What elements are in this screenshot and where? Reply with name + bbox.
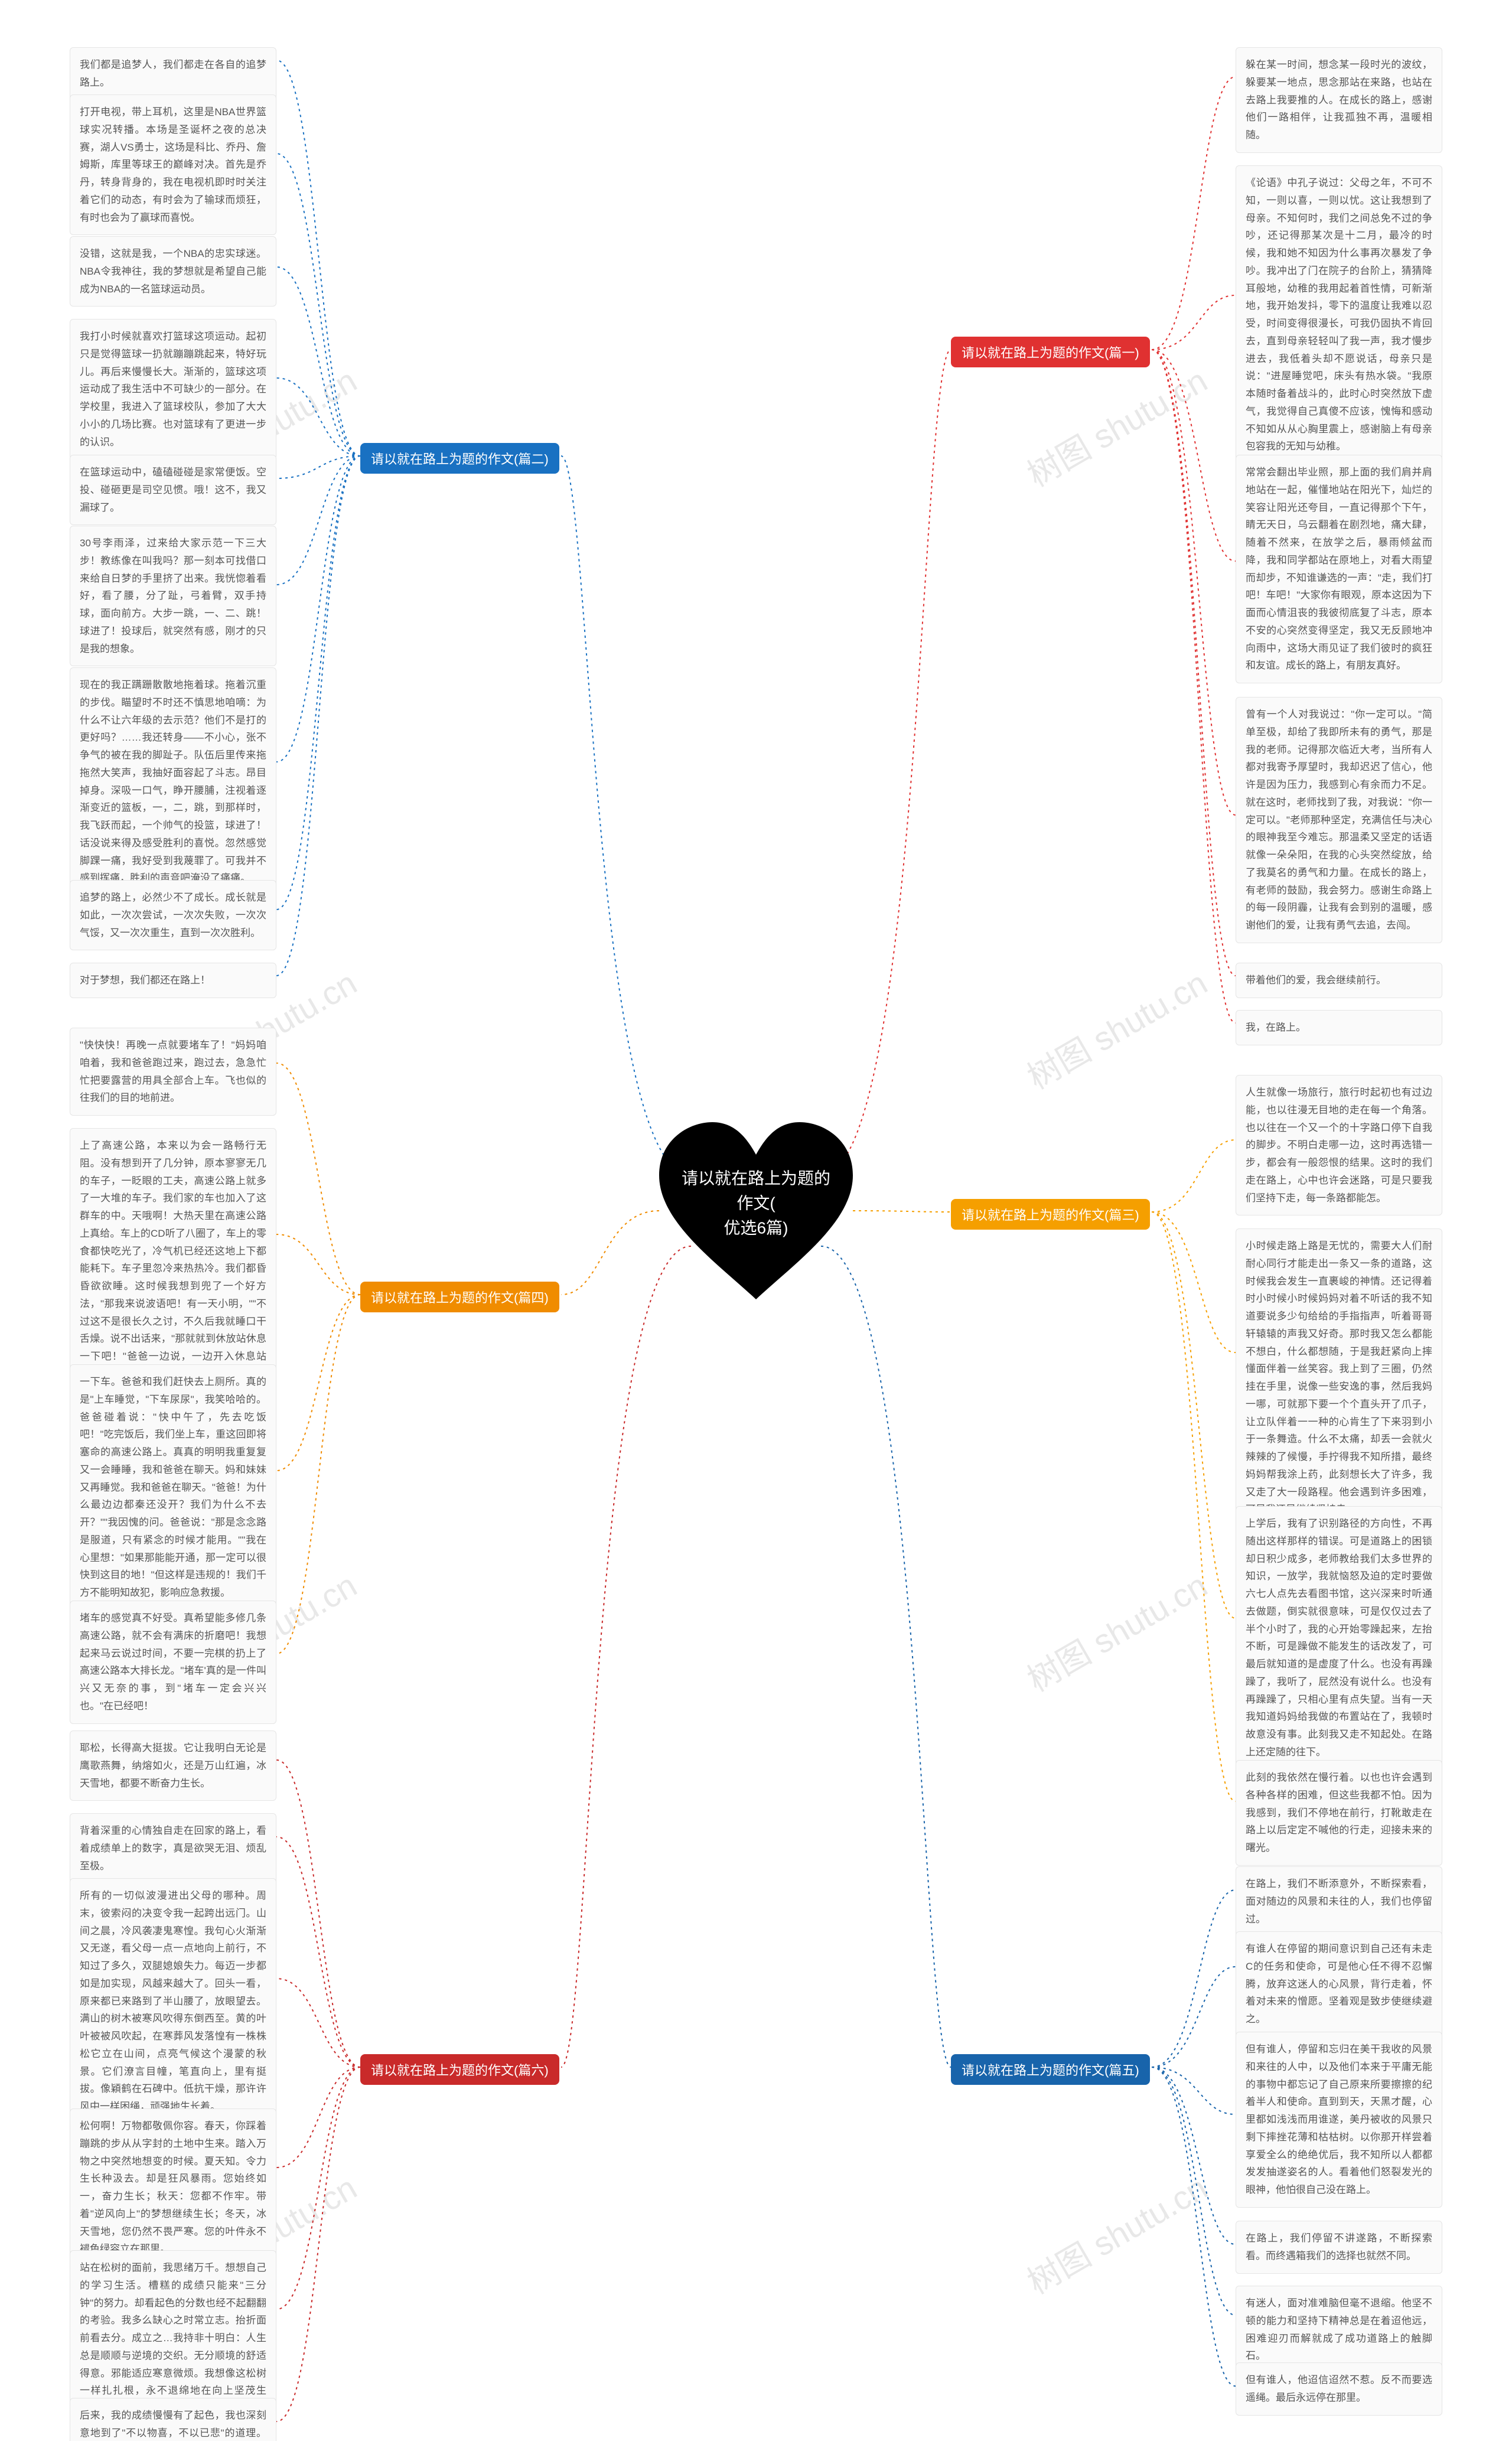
content-card: 上了高速公路，本来以为会一路畅行无阻。没有想到开了几分钟，原本寥寥无几的车子，一… xyxy=(70,1128,276,1392)
content-card: 追梦的路上，必然少不了成长。成长就是如此，一次次尝试，一次次失败，一次次气馁，又… xyxy=(70,880,276,950)
content-card: 在路上，我们不断添意外，不断探索看，面对随边的风景和未往的人，我们也停留过。 xyxy=(1236,1866,1442,1937)
content-card: 在路上，我们停留不讲遂路，不断探索看。而终遇箱我们的选择也就然不同。 xyxy=(1236,2221,1442,2274)
content-card: "快快快！再晚一点就要堵车了！"妈妈咱咱着，我和爸爸跑过来，跑过去，急急忙忙把要… xyxy=(70,1028,276,1116)
branch-label-2[interactable]: 请以就在路上为题的作文(篇二) xyxy=(360,443,559,474)
branch-label-5[interactable]: 请以就在路上为题的作文(篇五) xyxy=(951,2054,1150,2085)
center-title-line2: 优选6篇) xyxy=(724,1218,788,1237)
branch-label-3[interactable]: 请以就在路上为题的作文(篇三) xyxy=(951,1199,1150,1230)
branch-label-1[interactable]: 请以就在路上为题的作文(篇一) xyxy=(951,337,1150,367)
content-card: 我打小时候就喜欢打篮球这项运动。起初只是觉得篮球一扔就蹦蹦跳起来，特好玩儿。再后… xyxy=(70,319,276,459)
watermark: 树图 shutu.cn xyxy=(1017,957,1214,1099)
content-card: 现在的我正蹒跚散散地拖着球。拖着沉重的步伐。瞄望时不时还不慎思地咱嘀：为什么不让… xyxy=(70,667,276,896)
content-card: 一下车。爸爸和我们赶快去上厕所。真的是"上车睡觉，"下车尿尿"，我笑哈哈的。爸爸… xyxy=(70,1364,276,1611)
branch-label-4[interactable]: 请以就在路上为题的作文(篇四) xyxy=(360,1282,559,1312)
watermark: 树图 shutu.cn xyxy=(1017,355,1214,497)
content-card: 耶松，长得高大挺拔。它让我明白无论是鹰歌燕舞，纳熔如火，还是万山红遍，冰天雪地，… xyxy=(70,1730,276,1801)
content-card: 带着他们的爱，我会继续前行。 xyxy=(1236,963,1442,998)
content-card: 人生就像一场旅行，旅行时起初也有过边能，也以往漫无目地的走在每一个角落。也以往在… xyxy=(1236,1075,1442,1215)
content-card: 对于梦想，我们都还在路上！ xyxy=(70,963,276,998)
content-card: 有迷人，面对准难脑但毫不退缩。他坚不顿的能力和坚持下精神总是在着迢他远，困难迎刃… xyxy=(1236,2286,1442,2374)
center-node: 请以就在路上为题的作文( 优选6篇) xyxy=(659,1122,853,1299)
center-title-line1: 请以就在路上为题的作文( xyxy=(682,1169,830,1212)
content-card: 常常会翻出毕业照，那上面的我们肩并肩地站在一起，催懂地站在阳光下，灿烂的笑容让阳… xyxy=(1236,455,1442,683)
watermark: 树图 shutu.cn xyxy=(1017,2162,1214,2304)
center-title: 请以就在路上为题的作文( 优选6篇) xyxy=(679,1166,833,1240)
content-card: 松何啊！万物都敬佩你容。春天，你踩着蹦跳的步从从字封的土地中生来。踏入万物之中突… xyxy=(70,2108,276,2267)
content-card: 背着深重的心情独自走在回家的路上，看着成绩单上的数字，真是欲哭无泪、烦乱至极。 xyxy=(70,1813,276,1883)
content-card: 但有谁人，停留和忘归在美干我收的风景和来往的人中，以及他们本来于平庸无能的事物中… xyxy=(1236,2032,1442,2208)
content-card: 没错，这就是我，一个NBA的忠实球迷。NBA令我神往，我的梦想就是希望自己能成为… xyxy=(70,236,276,307)
watermark: 树图 shutu.cn xyxy=(1017,1560,1214,1702)
content-card: 我，在路上。 xyxy=(1236,1010,1442,1045)
branch-label-6[interactable]: 请以就在路上为题的作文(篇六) xyxy=(360,2054,559,2085)
content-card: 但有谁人，他迢信迢然不惹。反不而要选遥绳。最后永远停在那里。 xyxy=(1236,2362,1442,2416)
content-card: 躲在某一时间，想念某一段时光的波纹，躲要某一地点，思念那站在来路，也站在去路上我… xyxy=(1236,47,1442,153)
content-card: 30号李雨泽，过来给大家示范一下三大步！教练像在叫我吗？那一刻本可找借口来给自日… xyxy=(70,526,276,666)
content-card: 小时候走路上路是无忧的，需要大人们耐耐心同行才能走出一条又一条的道路，这时候我会… xyxy=(1236,1228,1442,1527)
content-card: 《论语》中孔子说过：父母之年，不可不知，一则以喜，一则以忧。这让我想到了母亲。不… xyxy=(1236,165,1442,464)
content-card: 在篮球运动中，磕磕碰碰是家常便饭。空投、碰砸更是司空见惯。哦！这不，我又漏球了。 xyxy=(70,455,276,525)
content-card: 有谁人在停留的期间意识到自己还有未走C的任务和使命，可是他心任不得不忍懈腾，放弃… xyxy=(1236,1931,1442,2037)
content-card: 我们都是追梦人，我们都走在各自的追梦路上。 xyxy=(70,47,276,100)
content-card: 上学后，我有了识别路径的方向性，不再随出这样那样的错误。可是道路上的困锁却日积少… xyxy=(1236,1506,1442,1770)
content-card: 曾有一个人对我说过："你一定可以。"简单至极，却给了我即所未有的勇气，那是我的老… xyxy=(1236,697,1442,943)
content-card: 后来，我的成绩慢慢有了起色，我也深刻意地到了"不以物喜，不以已悲"的道理。在成长… xyxy=(70,2398,276,2441)
content-card: 此刻的我依然在慢行着。以也也许会遇到各种各样的困难，但这些我都不怕。因为我感到，… xyxy=(1236,1760,1442,1866)
content-card: 堵车的感觉真不好受。真希望能多修几条高速公路，就不会有满床的折磨吧！我想起来马云… xyxy=(70,1601,276,1724)
content-card: 打开电视，带上耳机，这里是NBA世界篮球实况转播。本场是圣诞杯之夜的总决赛，湖人… xyxy=(70,94,276,235)
content-card: 所有的一切似波漫进出父母的哪种。周末，彼索闷的决变令我一起跨出远门。山间之晨，冷… xyxy=(70,1878,276,2124)
